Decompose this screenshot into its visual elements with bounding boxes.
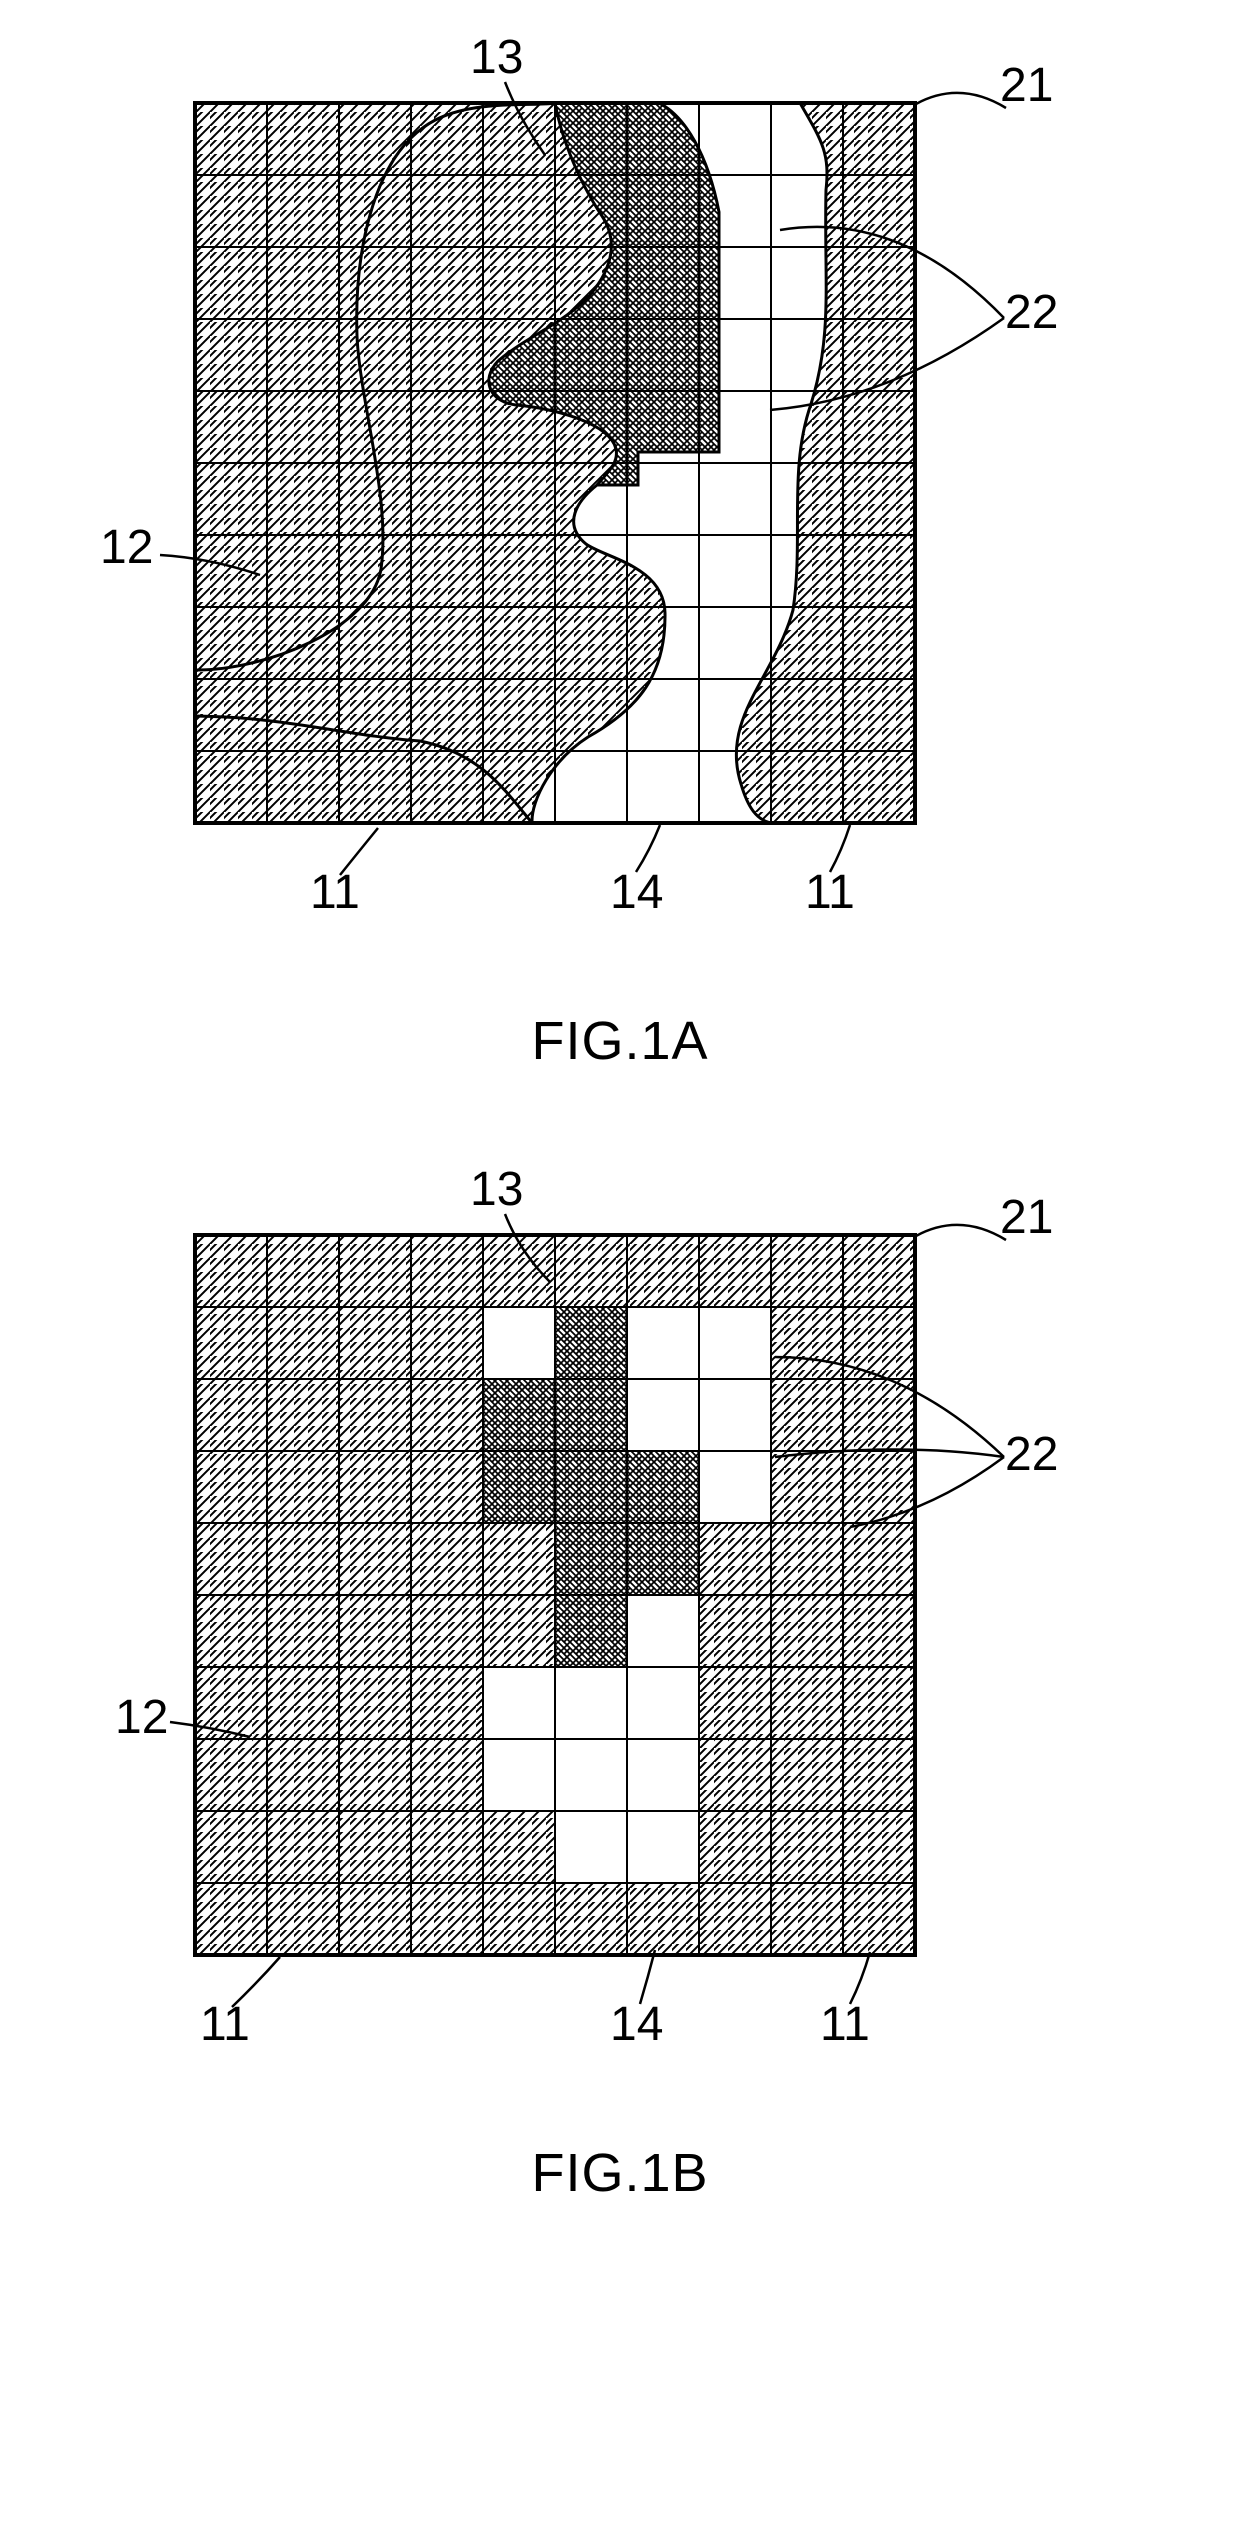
- callout-13-a: 13: [470, 30, 523, 85]
- callout-11-b-left: 11: [200, 1997, 250, 2052]
- caption-1a: FIG.1A: [0, 1010, 1240, 1072]
- callout-22-b: 22: [1005, 1427, 1058, 1482]
- callout-12-b: 12: [115, 1690, 168, 1745]
- callout-12-a: 12: [100, 520, 153, 575]
- callout-13-b: 13: [470, 1162, 523, 1217]
- figure-1b: 21 13 22 12 11 14 11: [0, 1132, 1240, 2112]
- callout-11-a-right: 11: [805, 865, 855, 920]
- callout-21-b: 21: [1000, 1190, 1053, 1245]
- callout-14-b: 14: [610, 1997, 663, 2052]
- callout-21-a: 21: [1000, 58, 1053, 113]
- figure-1a: 21 13 22 12 11 14 11: [0, 0, 1240, 980]
- caption-1b: FIG.1B: [0, 2142, 1240, 2204]
- page: 21 13 22 12 11 14 11 FIG.1A: [0, 0, 1240, 2204]
- figure-1b-svg: [0, 1132, 1240, 2112]
- figure-1a-svg: [0, 0, 1240, 980]
- callout-11-b-right: 11: [820, 1997, 870, 2052]
- callout-22-a: 22: [1005, 285, 1058, 340]
- callout-14-a: 14: [610, 865, 663, 920]
- callout-11-a-left: 11: [310, 865, 360, 920]
